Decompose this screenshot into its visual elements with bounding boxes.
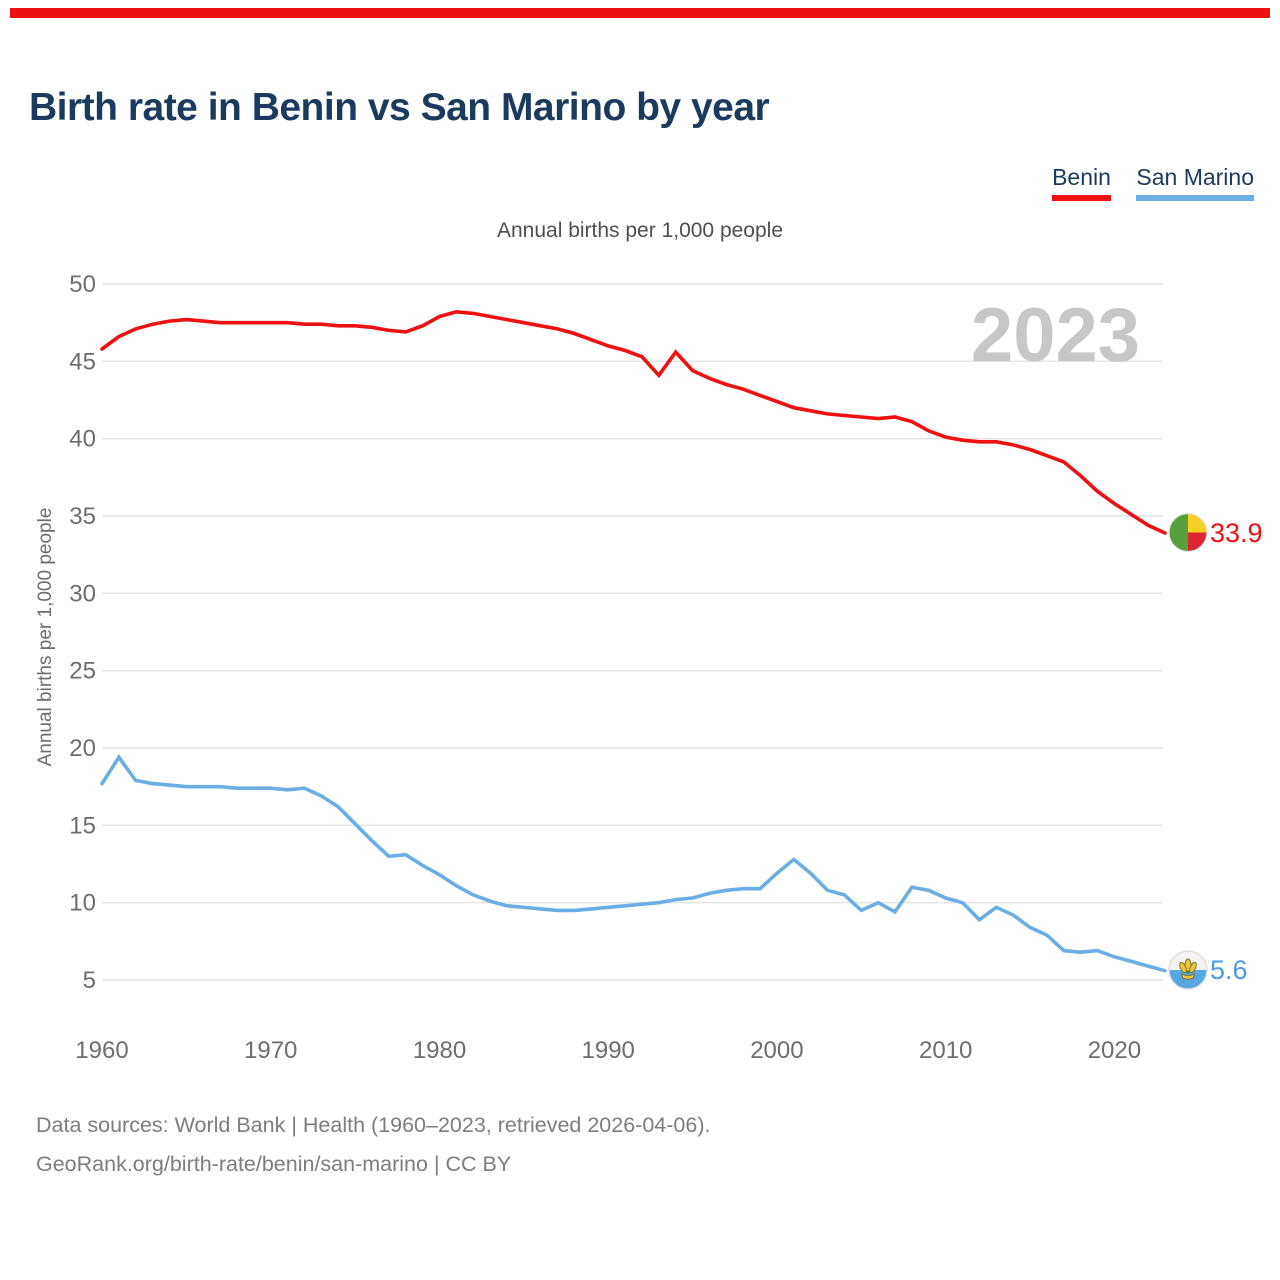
benin-end-value: 33.9	[1210, 518, 1263, 548]
y-tick-label: 20	[69, 735, 96, 762]
x-tick-label: 1960	[75, 1037, 128, 1064]
san-marino-end-value: 5.6	[1210, 955, 1248, 985]
series-line-layer	[100, 309, 1167, 973]
benin-line	[100, 309, 1167, 535]
y-tick-label: 10	[69, 890, 96, 917]
footer-data-sources: Data sources: World Bank | Health (1960–…	[36, 1113, 711, 1137]
gridline-layer	[102, 283, 1163, 981]
san-marino-line	[100, 754, 1167, 973]
x-axis-tick-labels: 1960 1970 1980 1990 2000 2010 2020	[75, 1037, 1141, 1064]
chart-subtitle: Annual births per 1,000 people	[496, 219, 784, 242]
san-marino-flag-icon	[1168, 950, 1208, 990]
y-tick-label: 45	[69, 348, 96, 375]
footer-attribution: GeoRank.org/birth-rate/benin/san-marino …	[36, 1152, 512, 1176]
y-tick-label: 35	[69, 503, 96, 530]
y-axis-tick-labels: 5 10 15 20 25 30 35 40 45 50	[69, 271, 96, 994]
x-tick-label: 1990	[582, 1037, 635, 1064]
benin-flag-icon	[1168, 512, 1208, 553]
y-tick-label: 40	[69, 426, 96, 453]
x-tick-label: 1970	[244, 1037, 297, 1064]
y-tick-label: 50	[69, 271, 96, 298]
chart-year-watermark: 2023	[971, 293, 1140, 378]
y-tick-label: 30	[69, 580, 96, 607]
page-title: Birth rate in Benin vs San Marino by yea…	[29, 86, 770, 129]
y-tick-label: 5	[83, 967, 96, 994]
x-tick-label: 2010	[919, 1037, 972, 1064]
legend-item-benin[interactable]: Benin	[1052, 164, 1111, 201]
footer: Data sources: World Bank | Health (1960–…	[36, 1106, 710, 1184]
legend: Benin San Marino	[1031, 164, 1254, 201]
x-tick-label: 2000	[750, 1037, 803, 1064]
san-marino-emblem	[1179, 958, 1197, 980]
x-tick-label: 2020	[1088, 1037, 1141, 1064]
top-accent-bar	[10, 8, 1270, 18]
y-tick-label: 25	[69, 658, 96, 685]
x-tick-label: 1980	[413, 1037, 466, 1064]
y-tick-label: 15	[69, 812, 96, 839]
legend-item-san-marino[interactable]: San Marino	[1136, 164, 1254, 201]
